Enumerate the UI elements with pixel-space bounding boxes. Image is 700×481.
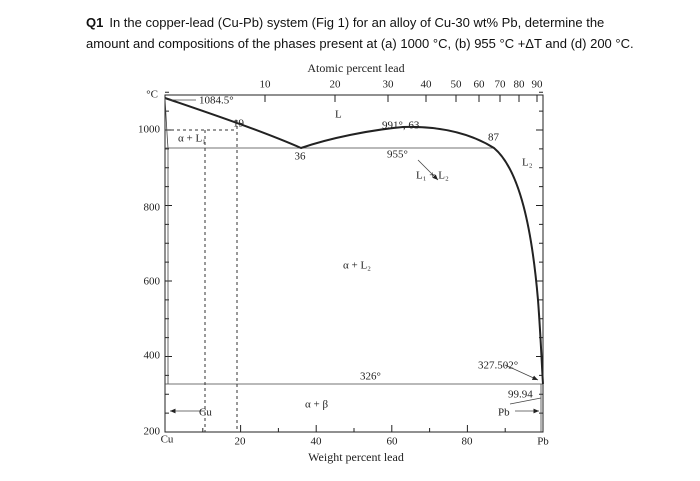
left-tick-label: 200 bbox=[144, 426, 161, 438]
left-tick-label: 1000 bbox=[138, 124, 161, 136]
annotation: 87 bbox=[488, 132, 500, 144]
top-tick-label: 10 bbox=[260, 79, 272, 91]
left-tick-label: 600 bbox=[144, 276, 161, 288]
bottom-tick-label: 80 bbox=[462, 436, 474, 448]
annotation: 99.94 bbox=[508, 389, 533, 401]
left-tick-label: 400 bbox=[144, 350, 161, 362]
top-tick-label: 40 bbox=[421, 79, 433, 91]
annotation: L₂ bbox=[522, 157, 533, 169]
annotation: L bbox=[335, 109, 342, 121]
annotation: 326° bbox=[360, 371, 381, 383]
pointer bbox=[417, 159, 439, 181]
annotation: 991°, 63 bbox=[382, 120, 420, 132]
annotation: α + L₂ bbox=[343, 260, 371, 272]
top-axis-title: Atomic percent lead bbox=[307, 61, 404, 75]
plot-frame bbox=[164, 94, 544, 433]
annotation: α + L₁ bbox=[178, 133, 206, 145]
annotation: 1084.5° bbox=[199, 95, 234, 107]
annotation: 955° bbox=[387, 149, 408, 161]
annotation: Pb bbox=[498, 407, 510, 419]
left-tick-label: 800 bbox=[144, 202, 161, 214]
question-text: In the copper-lead (Cu-Pb) system (Fig 1… bbox=[86, 15, 634, 51]
annotation: 327.502° bbox=[478, 360, 518, 372]
bottom-tick-label: 60 bbox=[387, 436, 399, 448]
annotation: L₁ + L₂ bbox=[416, 170, 449, 182]
top-tick-label: 20 bbox=[330, 79, 342, 91]
top-tick-label: 70 bbox=[495, 79, 507, 91]
left-axis-unit: °C bbox=[146, 89, 158, 101]
bottom-tick-label: 20 bbox=[235, 436, 247, 448]
top-tick-label: 50 bbox=[451, 79, 463, 91]
top-tick-label: 60 bbox=[474, 79, 486, 91]
annotation: 19 bbox=[233, 118, 245, 130]
pointer bbox=[509, 397, 542, 405]
bottom-tick-label: Cu bbox=[161, 434, 174, 446]
annotation: α + β bbox=[305, 399, 328, 411]
annotation: Cu bbox=[199, 407, 212, 419]
bottom-tick-label: 40 bbox=[311, 436, 323, 448]
top-tick-label: 80 bbox=[514, 79, 526, 91]
alpha-solvus bbox=[164, 97, 169, 384]
pointer bbox=[504, 364, 539, 381]
top-tick-label: 30 bbox=[383, 79, 395, 91]
annotation: 36 bbox=[295, 151, 307, 163]
bottom-tick-label: Pb bbox=[537, 436, 549, 448]
question: Q1 In the copper-lead (Cu-Pb) system (Fig… bbox=[86, 12, 646, 54]
liquidus bbox=[164, 97, 544, 385]
top-tick-label: 90 bbox=[532, 79, 544, 91]
question-label: Q1 bbox=[86, 15, 104, 30]
bottom-axis-title: Weight percent lead bbox=[308, 450, 404, 464]
